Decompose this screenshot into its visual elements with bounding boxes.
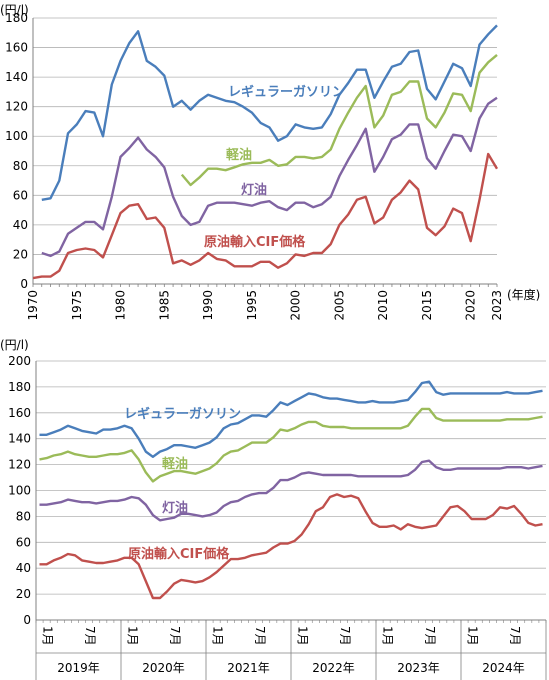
chart2-y-tick-label: 20 xyxy=(16,587,31,601)
chart2-y-tick-label: 100 xyxy=(8,484,31,498)
chart2-month-tick-label: 1月 xyxy=(381,626,395,646)
chart2-y-tick-labels: 0 20 40 60 80 100 120 140 160 180 200 xyxy=(8,354,31,627)
chart1-y-tick-label: 160 xyxy=(5,41,28,55)
chart1-x-tick-labels: 1970 1975 1980 1985 1990 1995 2000 2005 2010 2015… xyxy=(26,290,504,321)
chart1-x-tick-label: 1990 xyxy=(201,290,215,321)
chart1-x-tick-label: 1970 xyxy=(26,290,40,321)
chart2-y-tick-label: 0 xyxy=(23,613,31,627)
chart2-y-tick-label: 180 xyxy=(8,380,31,394)
chart2-y-tick-label: 140 xyxy=(8,432,31,446)
chart2-y-tick-label: 200 xyxy=(8,354,31,368)
chart2-month-tick-label: 7月 xyxy=(83,626,97,646)
chart2-month-tick-label: 1月 xyxy=(211,626,225,646)
chart2-y-tick-label: 40 xyxy=(16,561,31,575)
chart2-y-unit: (円/l) xyxy=(0,338,29,352)
chart2-crude-cif-label: 原油輸入CIF価格 xyxy=(128,546,230,562)
chart2-axes xyxy=(35,361,547,623)
chart1-gasoline-label: レギュラーガソリン xyxy=(228,84,345,100)
chart2-year-label: 2021年 xyxy=(227,661,270,675)
chart2-gasoline-line xyxy=(39,380,543,458)
chart1-series-lines xyxy=(32,24,499,280)
chart1-y-tick-label: 80 xyxy=(13,159,28,173)
chart1-x-tick-label: 2020 xyxy=(464,290,478,321)
chart1-x-tick-label: 1980 xyxy=(114,290,128,321)
chart2-kerosene-line xyxy=(39,459,543,522)
chart2-diesel-label: 軽油 xyxy=(162,456,188,472)
chart2-year-label: 2019年 xyxy=(57,661,100,675)
chart2-month-tick-label: 7月 xyxy=(253,626,267,646)
chart2-year-label: 2024年 xyxy=(482,661,525,675)
monthly-price-chart: 0 20 40 60 80 100 120 140 160 180 200 1月 7月 1月 7月 1月 7月… xyxy=(0,338,547,680)
chart2-month-tick-labels: 1月 7月 1月 7月 1月 7月 1月 7月 1月 7月 1月 7月 xyxy=(41,626,522,646)
chart2-month-tick-label: 1月 xyxy=(126,626,140,646)
chart2-y-tick-label: 160 xyxy=(8,406,31,420)
chart1-y-tick-labels: 0 20 40 60 80 100 120 140 160 180 xyxy=(5,11,28,291)
chart1-diesel-line xyxy=(180,53,498,187)
chart2-y-tick-label: 60 xyxy=(16,535,31,549)
chart1-x-tick-label: 2015 xyxy=(420,290,434,321)
chart1-x-tick-label: 2000 xyxy=(289,290,303,321)
chart2-month-tick-label: 1月 xyxy=(466,626,480,646)
chart1-x-tick-label: 2010 xyxy=(376,290,390,321)
chart2-month-tick-label: 7月 xyxy=(423,626,437,646)
chart1-y-tick-label: 140 xyxy=(5,70,28,84)
chart1-x-unit: (年度) xyxy=(507,287,540,302)
chart1-y-tick-label: 180 xyxy=(5,11,28,25)
chart2-month-tick-label: 1月 xyxy=(296,626,310,646)
chart1-y-tick-label: 100 xyxy=(5,129,28,143)
chart1-x-tick-label: 2023 xyxy=(490,290,504,321)
chart2-month-tick-label: 7月 xyxy=(168,626,182,646)
chart1-kerosene-line xyxy=(41,96,498,258)
annual-price-chart: 0 20 40 60 80 100 120 140 160 180 1970 1975 1980 198… xyxy=(0,3,540,321)
chart1-kerosene-label: 灯油 xyxy=(241,182,267,198)
chart2-month-tick-label: 7月 xyxy=(508,626,522,646)
chart1-x-tick-label: 1985 xyxy=(157,290,171,321)
chart2-year-label: 2020年 xyxy=(142,661,185,675)
chart1-y-tick-label: 120 xyxy=(5,100,28,114)
chart1-x-tick-label: 1975 xyxy=(70,290,84,321)
chart2-y-tick-label: 80 xyxy=(16,509,31,523)
chart1-gridlines xyxy=(33,17,497,255)
chart2-year-label: 2023年 xyxy=(397,661,440,675)
chart1-x-tick-label: 2005 xyxy=(332,290,346,321)
chart2-series-lines xyxy=(39,380,543,600)
chart1-crude-cif-label: 原油輸入CIF価格 xyxy=(204,234,306,250)
chart1-y-tick-label: 40 xyxy=(13,218,28,232)
chart2-year-label: 2022年 xyxy=(312,661,355,675)
chart1-diesel-label: 軽油 xyxy=(226,147,252,163)
chart1-y-tick-label: 20 xyxy=(13,247,28,261)
chart1-y-tick-label: 60 xyxy=(13,188,28,202)
chart1-axes xyxy=(32,18,498,287)
chart2-crude-cif-line xyxy=(39,493,543,600)
chart2-diesel-line xyxy=(39,407,543,483)
chart2-gridlines xyxy=(36,360,546,595)
chart2-kerosene-label: 灯油 xyxy=(162,500,188,516)
chart1-crude-cif-line xyxy=(32,152,499,280)
chart2-month-tick-label: 7月 xyxy=(338,626,352,646)
chart1-gasoline-line xyxy=(41,24,498,201)
chart2-month-tick-label: 1月 xyxy=(41,626,55,646)
chart1-y-tick-label: 0 xyxy=(20,277,28,291)
chart1-y-unit: (円/l) xyxy=(0,3,29,17)
chart2-year-labels: 2019年 2020年 2021年 2022年 2023年 2024年 xyxy=(35,620,547,680)
chart1-x-tick-label: 1995 xyxy=(245,290,259,321)
chart2-gasoline-label: レギュラーガソリン xyxy=(124,406,241,422)
chart2-y-tick-label: 120 xyxy=(8,458,31,472)
